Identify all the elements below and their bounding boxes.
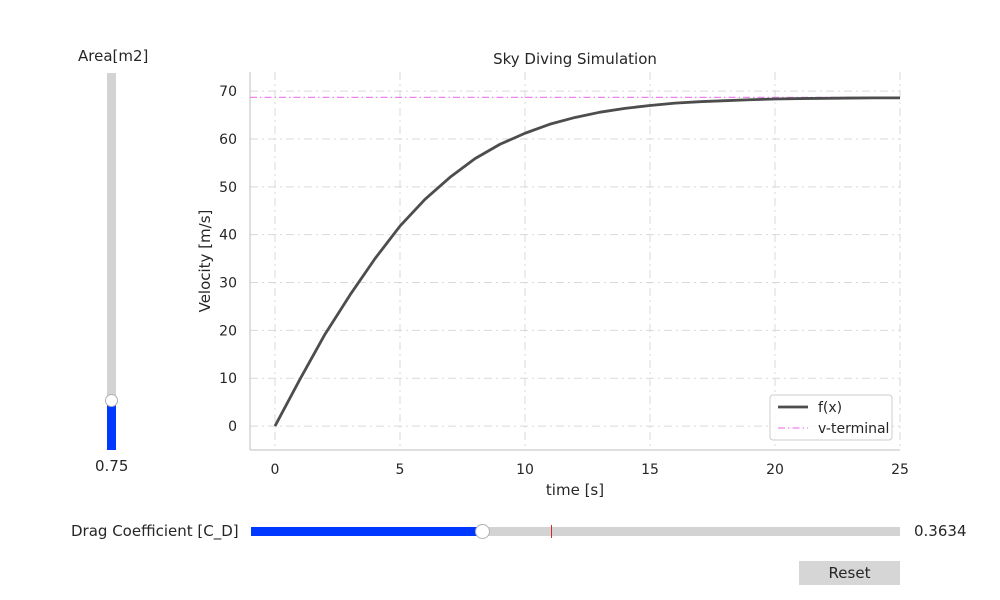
x-tick-label: 20 bbox=[766, 462, 784, 478]
cd-slider-fill bbox=[251, 527, 483, 536]
y-tick-label: 40 bbox=[219, 228, 237, 244]
area-slider-track[interactable] bbox=[107, 73, 116, 450]
x-tick-label: 10 bbox=[516, 462, 534, 478]
cd-slider-handle[interactable] bbox=[475, 524, 491, 539]
reset-button[interactable]: Reset bbox=[799, 561, 900, 585]
x-tick-label: 5 bbox=[396, 462, 405, 478]
y-tick-label: 0 bbox=[228, 419, 237, 435]
legend-label: v-terminal bbox=[818, 421, 889, 437]
x-tick-label: 0 bbox=[271, 462, 280, 478]
y-tick-label: 10 bbox=[219, 371, 237, 387]
area-slider-value: 0.75 bbox=[95, 457, 129, 475]
series-line-f(x) bbox=[273, 96, 900, 427]
area-slider-fill bbox=[107, 400, 116, 450]
cd-slider-label: Drag Coefficient [C_D] bbox=[71, 522, 239, 540]
x-axis-label: time [s] bbox=[546, 481, 604, 499]
cd-slider-track[interactable] bbox=[251, 527, 900, 536]
y-tick-label: 70 bbox=[219, 84, 237, 100]
y-axis-label: Velocity [m/s] bbox=[196, 210, 214, 313]
y-tick-label: 20 bbox=[219, 323, 237, 339]
x-tick-label: 15 bbox=[641, 462, 659, 478]
chart-title: Sky Diving Simulation bbox=[493, 50, 657, 68]
cd-slider-value: 0.3634 bbox=[914, 522, 967, 540]
area-slider-label: Area[m2] bbox=[78, 47, 149, 65]
y-tick-label: 30 bbox=[219, 276, 237, 292]
cd-slider-initial-marker bbox=[550, 525, 553, 538]
area-slider-handle[interactable] bbox=[105, 394, 118, 408]
x-tick-label: 25 bbox=[891, 462, 909, 478]
y-tick-label: 60 bbox=[219, 132, 237, 148]
legend-label: f(x) bbox=[818, 400, 842, 416]
y-tick-label: 50 bbox=[219, 180, 237, 196]
